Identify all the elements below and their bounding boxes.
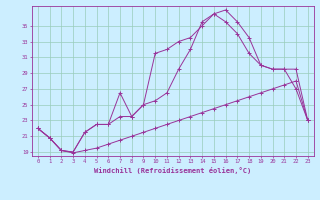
X-axis label: Windchill (Refroidissement éolien,°C): Windchill (Refroidissement éolien,°C) [94, 167, 252, 174]
